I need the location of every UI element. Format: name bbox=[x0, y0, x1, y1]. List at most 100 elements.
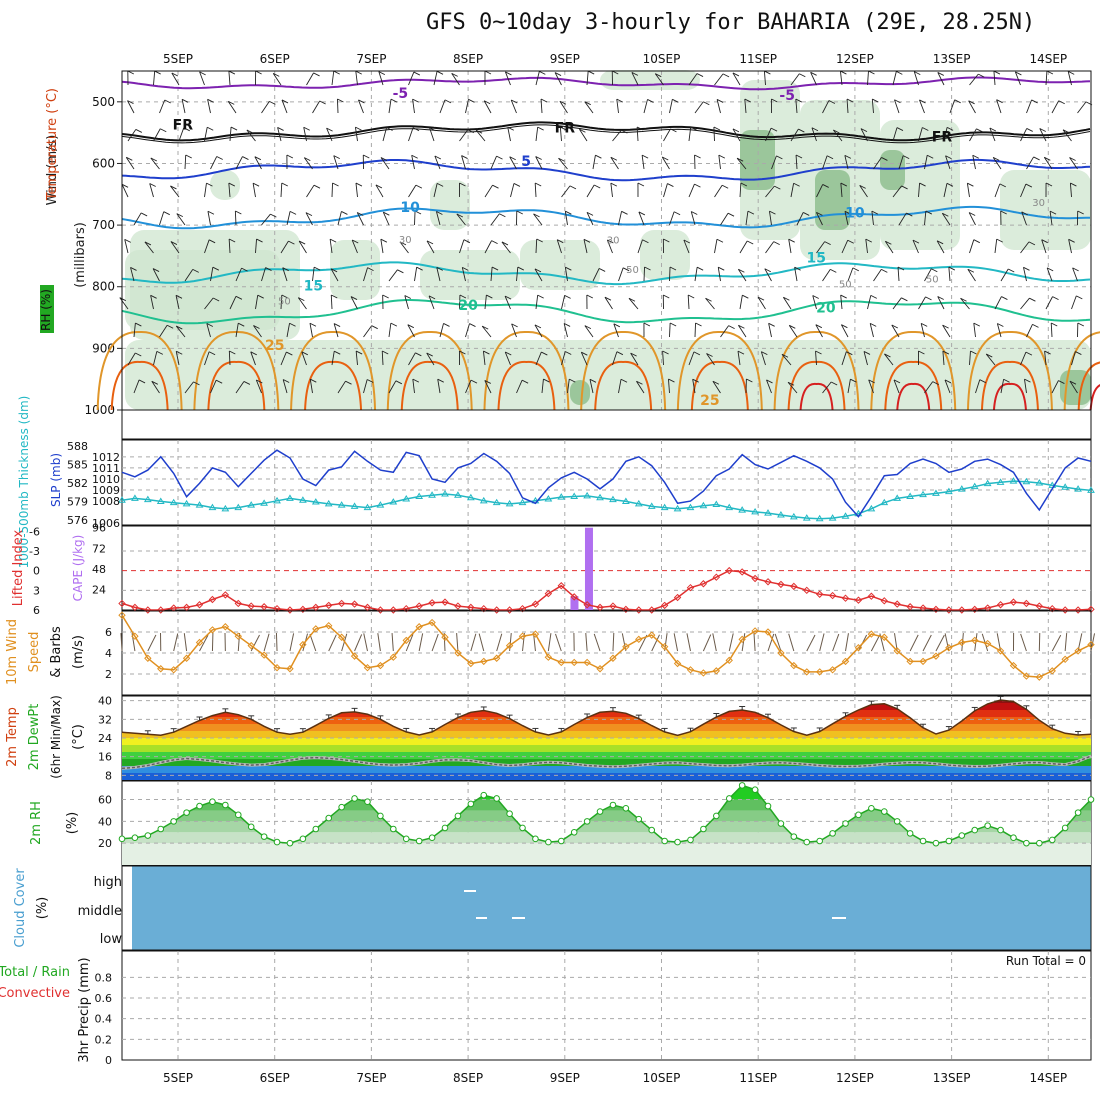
wind-speed-line-marker bbox=[609, 654, 617, 662]
wind-barb-flag bbox=[533, 213, 540, 218]
run-total-annotation: Run Total = 0 bbox=[1006, 954, 1086, 968]
precip-tick-label: 0.4 bbox=[95, 1013, 113, 1026]
wind-barb-flag bbox=[390, 98, 398, 103]
wind-barb bbox=[125, 157, 135, 170]
cloud-cover-fill bbox=[132, 866, 1091, 950]
wind-barb-flag bbox=[696, 266, 704, 271]
wind-barb-flag bbox=[967, 268, 975, 273]
wind-barb bbox=[790, 73, 800, 86]
wind-barb-flag bbox=[669, 266, 677, 271]
wind-barb-flag bbox=[869, 322, 877, 327]
wind-speed-line-marker bbox=[686, 666, 695, 674]
rh-line-marker bbox=[209, 798, 216, 806]
wind-barb-flag bbox=[871, 210, 879, 215]
wind-barb bbox=[873, 269, 882, 282]
wind-barb-flag bbox=[565, 266, 572, 271]
slp-tick-label: 1011 bbox=[92, 462, 120, 475]
wind-barb bbox=[973, 323, 976, 338]
wind-barb bbox=[661, 156, 670, 170]
surface-wind-barb bbox=[289, 633, 295, 652]
chart-title: GFS 0~10day 3-hourly for BAHARIA (29E, 2… bbox=[426, 10, 1036, 35]
wind-barb-flag bbox=[583, 238, 591, 243]
wind-barb bbox=[559, 127, 562, 142]
ylabel-slp: SLP (mb) bbox=[49, 453, 63, 507]
lifted-index-line-marker bbox=[286, 606, 294, 614]
wind-barb bbox=[507, 127, 511, 142]
thickness-line-marker bbox=[932, 489, 940, 496]
warm-contour bbox=[594, 360, 653, 411]
wind-barb bbox=[144, 241, 154, 254]
cloud-level-label: high bbox=[94, 875, 122, 890]
lifted-index-line-marker bbox=[415, 602, 423, 610]
surface-wind-barb bbox=[478, 633, 485, 652]
wind-speed-line-marker bbox=[815, 668, 824, 676]
wind-barb-flag bbox=[491, 266, 499, 271]
wind-barb-flag bbox=[436, 211, 443, 215]
wind-barb bbox=[375, 184, 384, 198]
wind-barb bbox=[579, 128, 588, 142]
wind-barb-flag bbox=[811, 127, 819, 132]
thickness-line-marker bbox=[441, 490, 449, 497]
wind-barb bbox=[261, 213, 271, 226]
wind-barb bbox=[336, 98, 339, 114]
wind-speed-line-marker bbox=[182, 654, 191, 662]
wind-barb bbox=[706, 353, 715, 366]
wind-barb bbox=[363, 267, 368, 282]
wind-barb-flag bbox=[380, 157, 388, 161]
wind-barb-flag bbox=[557, 239, 564, 244]
wind-speed-line-marker bbox=[725, 656, 733, 665]
wind-barb bbox=[1045, 71, 1048, 86]
wind-barb bbox=[459, 129, 469, 142]
cape-tick-label: 72 bbox=[92, 542, 106, 555]
wind-barb bbox=[501, 241, 511, 254]
wind-barb bbox=[516, 379, 523, 394]
cape-tick-label: 24 bbox=[92, 583, 106, 596]
wind-barb-flag bbox=[252, 182, 260, 187]
wind-barb-flag bbox=[355, 350, 363, 355]
ylabel-precip: 3hr Precip (mm) bbox=[77, 957, 92, 1062]
wind-barb bbox=[763, 71, 766, 86]
wind-barb bbox=[739, 240, 748, 254]
wind-barb-flag bbox=[461, 155, 468, 159]
wind-barb bbox=[737, 269, 747, 282]
wind-barb-flag bbox=[628, 297, 636, 302]
wind-barb bbox=[461, 267, 466, 282]
wind-barb bbox=[765, 127, 772, 142]
wind-barb bbox=[559, 100, 568, 114]
wind-barb bbox=[1046, 267, 1053, 282]
wind-barb-flag bbox=[216, 156, 223, 160]
wind-barb bbox=[737, 351, 741, 366]
wind-barb bbox=[388, 323, 392, 338]
rh-line-marker bbox=[738, 782, 746, 789]
wind-barb-flag bbox=[269, 101, 276, 105]
lifted-index-line-marker bbox=[480, 604, 488, 613]
lifted-index-line-marker bbox=[221, 591, 230, 599]
wind-barb bbox=[250, 351, 256, 366]
wind-barb-flag bbox=[946, 182, 954, 187]
rh-line-marker bbox=[725, 795, 733, 802]
wind-barb bbox=[1014, 71, 1021, 86]
contour-label: 50 bbox=[278, 297, 291, 308]
wind-barb-flag bbox=[859, 184, 866, 189]
wind-barb-flag bbox=[156, 350, 164, 355]
wind-barb-flag bbox=[313, 72, 320, 77]
rh-line-marker bbox=[1061, 824, 1069, 832]
thickness-line-marker bbox=[893, 494, 902, 501]
wind-barb-flag bbox=[270, 213, 277, 218]
wind-barb-flag bbox=[863, 351, 871, 355]
rh-shading bbox=[600, 70, 700, 90]
wind-barb bbox=[606, 239, 613, 254]
lifted-index-line-marker bbox=[247, 602, 255, 610]
wind-speed-line-marker bbox=[389, 653, 398, 661]
wind-barb-flag bbox=[746, 378, 753, 383]
wind-barb bbox=[688, 127, 692, 142]
wind-barb-flag bbox=[769, 210, 776, 215]
wind-barb-flag bbox=[207, 210, 215, 215]
wind-barb bbox=[261, 267, 266, 282]
wind-barb bbox=[412, 99, 415, 114]
wind-barb bbox=[781, 353, 792, 366]
wind-barb-flag bbox=[127, 100, 134, 105]
wind-barb bbox=[305, 212, 313, 226]
wind-barb bbox=[152, 268, 160, 282]
thickness-line-marker bbox=[311, 498, 320, 505]
